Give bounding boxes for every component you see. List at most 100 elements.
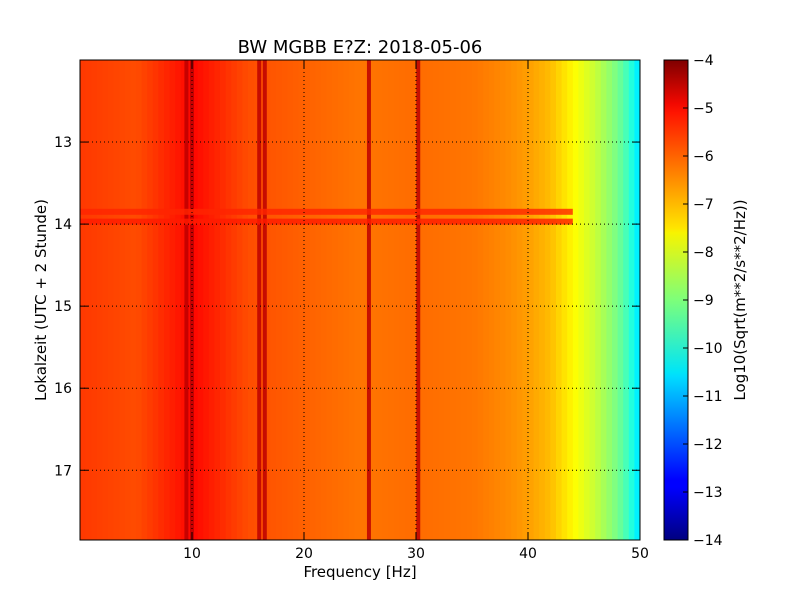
heatmap-column [393,60,400,540]
heatmap-column [483,60,490,540]
colorbar-tick-label: −7 [693,197,714,213]
x-tick-label: 40 [519,546,537,562]
heatmap-column [382,60,389,540]
x-axis: 10 20 30 40 50 [183,60,649,562]
heatmap-column [197,60,204,540]
heatmap-column [438,60,445,540]
heatmap-column [595,60,602,540]
heatmap-column [192,60,199,540]
heatmap-column [108,60,115,540]
heatmap-column [421,60,428,540]
heatmap-column [332,60,339,540]
spectral-line [184,60,189,540]
colorbar-tick-label: −9 [693,293,714,309]
y-tick-label: 14 [54,217,72,233]
heatmap-column [612,60,619,540]
heatmap-column [214,60,221,540]
heatmap-column [242,60,249,540]
heatmap-column [270,60,277,540]
heatmap-column [348,60,355,540]
heatmap-column [264,60,271,540]
heatmap-column [488,60,495,540]
heatmap-column [376,60,383,540]
heatmap-column [315,60,322,540]
y-tick-label: 16 [54,381,72,397]
colorbar-tick-label: −14 [693,533,723,549]
heatmap-column [550,60,557,540]
heatmap-column [444,60,451,540]
spectral-line [262,60,267,540]
x-tick-label: 20 [295,546,313,562]
heatmap-column [432,60,439,540]
heatmap-column [91,60,98,540]
heatmap-column [259,60,266,540]
heatmap-column [337,60,344,540]
heatmap-column [600,60,607,540]
heatmap-column [220,60,227,540]
heatmap-column [544,60,551,540]
heatmap-column [556,60,563,540]
heatmap-column [85,60,92,540]
heatmap-column [455,60,462,540]
heatmap-column [449,60,456,540]
y-axis: 13 14 15 16 17 [54,135,640,479]
heatmap-column [236,60,243,540]
x-tick-label: 30 [407,546,425,562]
heatmap-column [578,60,585,540]
heatmap-column [354,60,361,540]
heatmap-column [623,60,630,540]
colorbar-axis: −4 −5 −6 −7 −8 −9 −10 −11 −12 −13 −14 [683,53,723,549]
spectral-line [366,60,371,540]
heatmap-column [343,60,350,540]
heatmap-column [404,60,411,540]
heatmap-column [298,60,305,540]
colorbar-tick-label: −13 [693,485,723,501]
heatmap-column [186,60,193,540]
heatmap-column [164,60,171,540]
heatmap-column [113,60,120,540]
heatmap-column [309,60,316,540]
colorbar-tick-label: −5 [693,101,714,117]
heatmap-column [203,60,210,540]
heatmap-column [304,60,311,540]
heatmap-column [500,60,507,540]
heatmap-column [410,60,417,540]
y-tick-label: 13 [54,135,72,151]
colorbar-tick-label: −10 [693,341,723,357]
heatmap-column [130,60,137,540]
heatmap-column [466,60,473,540]
heatmap-column [248,60,255,540]
event-band [80,218,573,225]
heatmap-column [124,60,131,540]
heatmap-column [169,60,176,540]
y-tick-label: 17 [54,463,72,479]
colorbar-tick-label: −8 [693,245,714,261]
heatmap-column [505,60,512,540]
heatmap-column [292,60,299,540]
colorbar-tick-label: −12 [693,437,723,453]
heatmap-column [208,60,215,540]
heatmap-column [561,60,568,540]
heatmap-column [494,60,501,540]
heatmap-column [147,60,154,540]
heatmap-columns [80,60,640,540]
heatmap-column [511,60,518,540]
heatmap-column [175,60,182,540]
heatmap-column [528,60,535,540]
colorbar-tick-label: −4 [693,53,714,69]
x-axis-label: Frequency [Hz] [303,563,416,581]
heatmap-events [80,208,573,225]
heatmap-column [158,60,165,540]
y-tick-label: 15 [54,299,72,315]
heatmap-column [522,60,529,540]
heatmap-column [326,60,333,540]
heatmap-column [589,60,596,540]
heatmap-column [136,60,143,540]
heatmap-column [516,60,523,540]
heatmap-column [572,60,579,540]
x-tick-label: 50 [631,546,649,562]
colorbar-tick-label: −11 [693,389,723,405]
event-band [80,208,573,215]
heatmap-column [634,60,640,540]
